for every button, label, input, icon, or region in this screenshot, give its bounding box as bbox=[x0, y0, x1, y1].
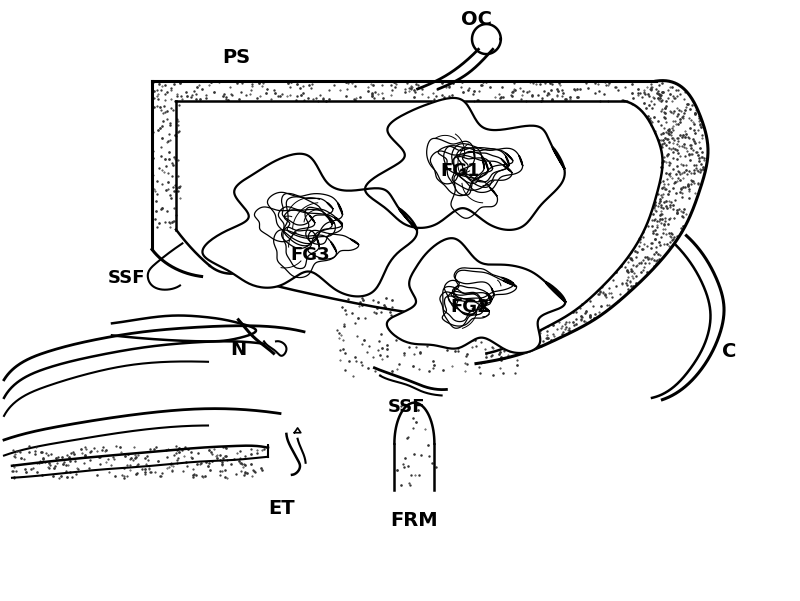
Text: FRM: FRM bbox=[390, 511, 438, 530]
Polygon shape bbox=[387, 238, 566, 353]
Text: OC: OC bbox=[461, 10, 491, 29]
Text: N: N bbox=[230, 340, 246, 359]
Text: FG3: FG3 bbox=[290, 246, 330, 264]
Text: SSF: SSF bbox=[388, 398, 425, 416]
Text: FG1: FG1 bbox=[440, 162, 480, 180]
Text: C: C bbox=[722, 342, 737, 361]
Polygon shape bbox=[365, 98, 565, 230]
Text: ET: ET bbox=[268, 499, 295, 518]
Polygon shape bbox=[202, 154, 417, 296]
Text: PS: PS bbox=[222, 48, 250, 67]
Text: FG2: FG2 bbox=[450, 297, 490, 316]
Text: SSF: SSF bbox=[108, 269, 145, 287]
